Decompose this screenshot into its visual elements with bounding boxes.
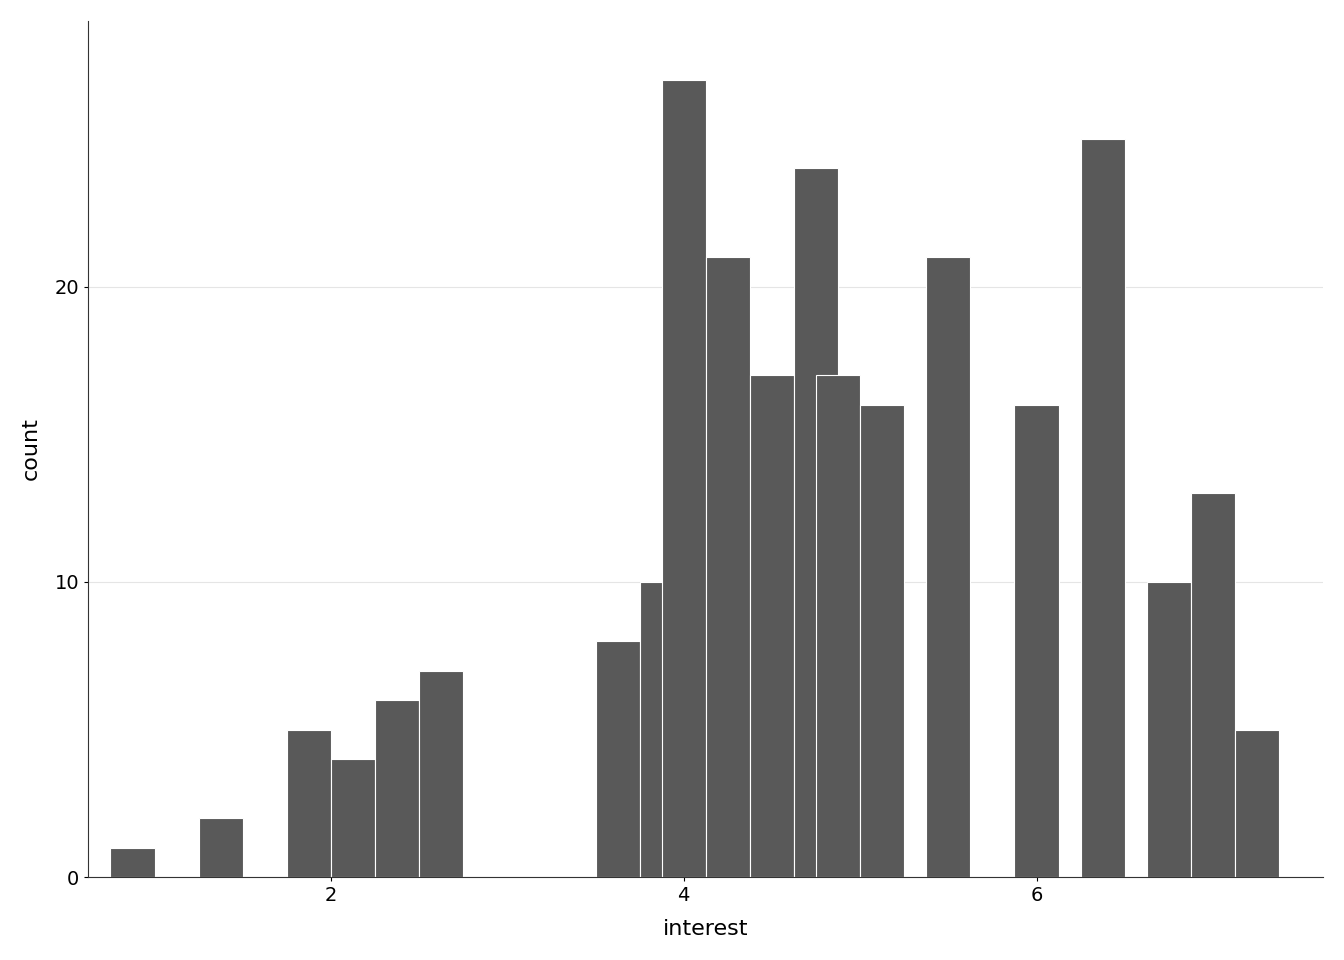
Bar [110, 848, 155, 877]
Bar [1235, 730, 1279, 877]
Bar [419, 670, 464, 877]
Bar [1191, 493, 1235, 877]
Bar [1081, 139, 1125, 877]
Bar [816, 375, 860, 877]
Bar [1015, 405, 1059, 877]
Bar [706, 257, 750, 877]
Bar [1146, 582, 1191, 877]
X-axis label: interest: interest [663, 919, 749, 939]
Bar [926, 257, 970, 877]
Bar [199, 818, 243, 877]
Bar [640, 582, 684, 877]
Bar [750, 375, 794, 877]
Bar [794, 169, 839, 877]
Y-axis label: count: count [22, 418, 40, 480]
Bar [375, 700, 419, 877]
Bar [661, 80, 706, 877]
Bar [286, 730, 331, 877]
Bar [331, 759, 375, 877]
Bar [595, 641, 640, 877]
Bar [860, 405, 905, 877]
